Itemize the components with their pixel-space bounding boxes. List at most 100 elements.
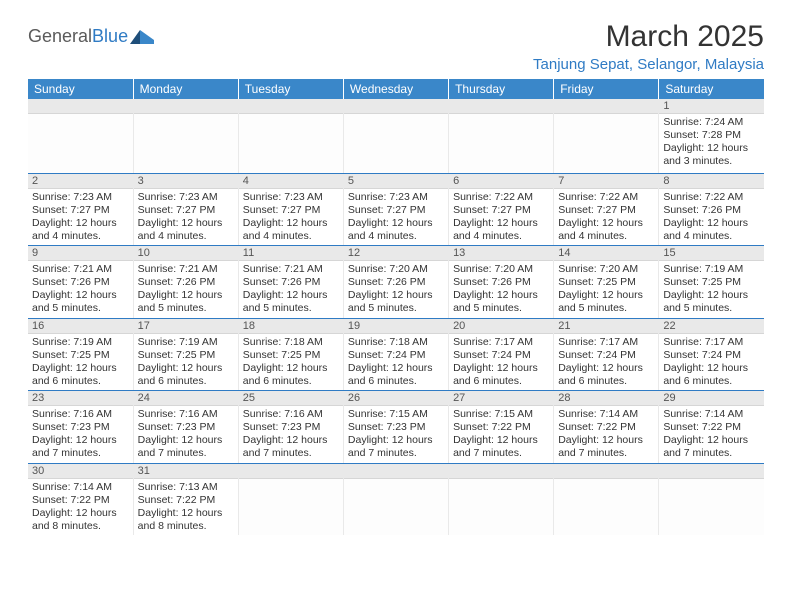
day-body: Sunrise: 7:20 AMSunset: 7:25 PMDaylight:… (554, 261, 658, 318)
month-title: March 2025 (533, 20, 764, 54)
day-body: Sunrise: 7:21 AMSunset: 7:26 PMDaylight:… (28, 261, 133, 318)
day-body: Sunrise: 7:21 AMSunset: 7:26 PMDaylight:… (239, 261, 343, 318)
calendar-cell: 2Sunrise: 7:23 AMSunset: 7:27 PMDaylight… (28, 173, 133, 246)
calendar-cell (343, 463, 448, 535)
day-number: 10 (134, 246, 238, 261)
day-body: Sunrise: 7:14 AMSunset: 7:22 PMDaylight:… (659, 406, 764, 463)
day-number: 18 (239, 319, 343, 334)
day-body: Sunrise: 7:23 AMSunset: 7:27 PMDaylight:… (28, 189, 133, 246)
calendar-cell: 3Sunrise: 7:23 AMSunset: 7:27 PMDaylight… (133, 173, 238, 246)
day-number: 30 (28, 464, 133, 479)
day-header: Saturday (659, 79, 764, 99)
day-header: Wednesday (343, 79, 448, 99)
day-body: Sunrise: 7:23 AMSunset: 7:27 PMDaylight:… (344, 189, 448, 246)
calendar-cell: 24Sunrise: 7:16 AMSunset: 7:23 PMDayligh… (133, 391, 238, 464)
calendar-row: 1Sunrise: 7:24 AMSunset: 7:28 PMDaylight… (28, 99, 764, 173)
day-number: 7 (554, 174, 658, 189)
day-body: Sunrise: 7:19 AMSunset: 7:25 PMDaylight:… (659, 261, 764, 318)
day-number: 4 (239, 174, 343, 189)
calendar-cell: 29Sunrise: 7:14 AMSunset: 7:22 PMDayligh… (659, 391, 764, 464)
day-body: Sunrise: 7:13 AMSunset: 7:22 PMDaylight:… (134, 479, 238, 536)
day-number: 17 (134, 319, 238, 334)
calendar-cell: 30Sunrise: 7:14 AMSunset: 7:22 PMDayligh… (28, 463, 133, 535)
calendar-cell: 21Sunrise: 7:17 AMSunset: 7:24 PMDayligh… (554, 318, 659, 391)
day-body: Sunrise: 7:17 AMSunset: 7:24 PMDaylight:… (449, 334, 553, 391)
calendar-cell (238, 463, 343, 535)
day-number: 8 (659, 174, 764, 189)
day-body: Sunrise: 7:16 AMSunset: 7:23 PMDaylight:… (28, 406, 133, 463)
calendar-cell (133, 99, 238, 173)
day-header: Thursday (449, 79, 554, 99)
day-number: 14 (554, 246, 658, 261)
day-body: Sunrise: 7:16 AMSunset: 7:23 PMDaylight:… (134, 406, 238, 463)
calendar-cell (659, 463, 764, 535)
calendar-cell: 31Sunrise: 7:13 AMSunset: 7:22 PMDayligh… (133, 463, 238, 535)
calendar-cell (449, 99, 554, 173)
calendar-cell: 26Sunrise: 7:15 AMSunset: 7:23 PMDayligh… (343, 391, 448, 464)
day-header: Sunday (28, 79, 133, 99)
day-number: 3 (134, 174, 238, 189)
day-number: 23 (28, 391, 133, 406)
day-body: Sunrise: 7:15 AMSunset: 7:23 PMDaylight:… (344, 406, 448, 463)
day-number: 25 (239, 391, 343, 406)
title-block: March 2025 Tanjung Sepat, Selangor, Mala… (533, 20, 764, 73)
day-number: 24 (134, 391, 238, 406)
day-body: Sunrise: 7:19 AMSunset: 7:25 PMDaylight:… (134, 334, 238, 391)
calendar-cell: 27Sunrise: 7:15 AMSunset: 7:22 PMDayligh… (449, 391, 554, 464)
brand-part2: Blue (92, 26, 128, 47)
calendar-cell: 7Sunrise: 7:22 AMSunset: 7:27 PMDaylight… (554, 173, 659, 246)
day-number: 29 (659, 391, 764, 406)
location-text: Tanjung Sepat, Selangor, Malaysia (533, 56, 764, 73)
brand-part1: General (28, 26, 92, 47)
calendar-cell: 8Sunrise: 7:22 AMSunset: 7:26 PMDaylight… (659, 173, 764, 246)
day-body: Sunrise: 7:20 AMSunset: 7:26 PMDaylight:… (344, 261, 448, 318)
day-body: Sunrise: 7:23 AMSunset: 7:27 PMDaylight:… (134, 189, 238, 246)
calendar-cell: 17Sunrise: 7:19 AMSunset: 7:25 PMDayligh… (133, 318, 238, 391)
calendar-row: 30Sunrise: 7:14 AMSunset: 7:22 PMDayligh… (28, 463, 764, 535)
calendar-cell: 10Sunrise: 7:21 AMSunset: 7:26 PMDayligh… (133, 246, 238, 319)
calendar-row: 2Sunrise: 7:23 AMSunset: 7:27 PMDaylight… (28, 173, 764, 246)
day-number: 11 (239, 246, 343, 261)
calendar-table: SundayMondayTuesdayWednesdayThursdayFrid… (28, 79, 764, 535)
day-number: 21 (554, 319, 658, 334)
brand-logo: GeneralBlue (28, 20, 158, 47)
calendar-cell: 23Sunrise: 7:16 AMSunset: 7:23 PMDayligh… (28, 391, 133, 464)
day-body: Sunrise: 7:22 AMSunset: 7:27 PMDaylight:… (554, 189, 658, 246)
day-number: 6 (449, 174, 553, 189)
day-number: 22 (659, 319, 764, 334)
day-header: Friday (554, 79, 659, 99)
brand-mark-icon (130, 28, 158, 46)
calendar-cell: 22Sunrise: 7:17 AMSunset: 7:24 PMDayligh… (659, 318, 764, 391)
calendar-cell: 5Sunrise: 7:23 AMSunset: 7:27 PMDaylight… (343, 173, 448, 246)
day-body: Sunrise: 7:18 AMSunset: 7:24 PMDaylight:… (344, 334, 448, 391)
day-number: 28 (554, 391, 658, 406)
calendar-cell: 16Sunrise: 7:19 AMSunset: 7:25 PMDayligh… (28, 318, 133, 391)
day-body: Sunrise: 7:17 AMSunset: 7:24 PMDaylight:… (554, 334, 658, 391)
calendar-cell (554, 99, 659, 173)
day-number: 9 (28, 246, 133, 261)
day-body: Sunrise: 7:22 AMSunset: 7:26 PMDaylight:… (659, 189, 764, 246)
calendar-cell (238, 99, 343, 173)
calendar-cell (449, 463, 554, 535)
day-body: Sunrise: 7:16 AMSunset: 7:23 PMDaylight:… (239, 406, 343, 463)
calendar-cell: 20Sunrise: 7:17 AMSunset: 7:24 PMDayligh… (449, 318, 554, 391)
day-body: Sunrise: 7:22 AMSunset: 7:27 PMDaylight:… (449, 189, 553, 246)
calendar-cell: 13Sunrise: 7:20 AMSunset: 7:26 PMDayligh… (449, 246, 554, 319)
day-number: 20 (449, 319, 553, 334)
day-body: Sunrise: 7:20 AMSunset: 7:26 PMDaylight:… (449, 261, 553, 318)
day-number: 31 (134, 464, 238, 479)
calendar-cell: 11Sunrise: 7:21 AMSunset: 7:26 PMDayligh… (238, 246, 343, 319)
day-header: Tuesday (238, 79, 343, 99)
day-number: 12 (344, 246, 448, 261)
calendar-cell: 1Sunrise: 7:24 AMSunset: 7:28 PMDaylight… (659, 99, 764, 173)
calendar-cell: 25Sunrise: 7:16 AMSunset: 7:23 PMDayligh… (238, 391, 343, 464)
header: GeneralBlue March 2025 Tanjung Sepat, Se… (28, 20, 764, 73)
day-number: 15 (659, 246, 764, 261)
calendar-row: 9Sunrise: 7:21 AMSunset: 7:26 PMDaylight… (28, 246, 764, 319)
day-body: Sunrise: 7:14 AMSunset: 7:22 PMDaylight:… (554, 406, 658, 463)
calendar-cell: 28Sunrise: 7:14 AMSunset: 7:22 PMDayligh… (554, 391, 659, 464)
calendar-cell: 6Sunrise: 7:22 AMSunset: 7:27 PMDaylight… (449, 173, 554, 246)
calendar-cell: 12Sunrise: 7:20 AMSunset: 7:26 PMDayligh… (343, 246, 448, 319)
day-body: Sunrise: 7:18 AMSunset: 7:25 PMDaylight:… (239, 334, 343, 391)
calendar-cell (28, 99, 133, 173)
